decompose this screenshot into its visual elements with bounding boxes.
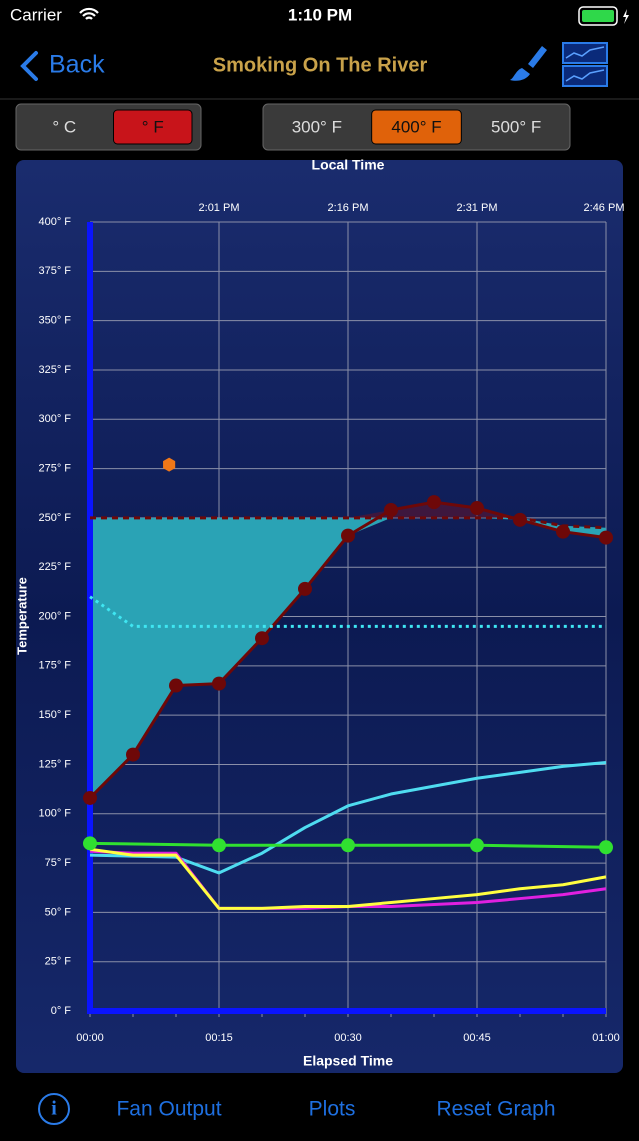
x-axis-title: Elapsed Time bbox=[303, 1053, 393, 1069]
point-marker bbox=[599, 530, 613, 545]
y-tick-label: 225° F bbox=[38, 561, 71, 573]
segment-label[interactable]: 500° F bbox=[491, 117, 541, 136]
clock: 1:10 PM bbox=[288, 5, 352, 24]
x-tick-label: 00:30 bbox=[334, 1032, 362, 1044]
brush-icon[interactable] bbox=[510, 46, 547, 81]
point-marker bbox=[341, 838, 355, 853]
point-marker bbox=[384, 502, 398, 517]
point-marker bbox=[427, 495, 441, 510]
toolbar-button[interactable]: Fan Output bbox=[116, 1098, 221, 1121]
wifi-icon bbox=[79, 7, 99, 20]
y-tick-label: 175° F bbox=[38, 660, 71, 672]
point-marker bbox=[470, 838, 484, 853]
point-marker bbox=[83, 836, 97, 851]
x-tick-label: 00:15 bbox=[205, 1032, 233, 1044]
segment-label[interactable]: ° F bbox=[142, 117, 164, 136]
selected-segment[interactable] bbox=[371, 109, 462, 145]
y-tick-label: 275° F bbox=[38, 462, 71, 474]
top-axis-title: Local Time bbox=[312, 157, 385, 173]
charging-icon bbox=[623, 9, 629, 24]
y-tick-label: 75° F bbox=[45, 857, 72, 869]
info-circle[interactable] bbox=[38, 1093, 70, 1125]
y-tick-label: 250° F bbox=[38, 512, 71, 524]
top-tick-label: 2:16 PM bbox=[328, 202, 369, 214]
series-line bbox=[89, 847, 607, 910]
setpoint-band bbox=[90, 517, 606, 798]
top-tick-label: 2:46 PM bbox=[584, 202, 625, 214]
series-line bbox=[89, 595, 606, 628]
back-button[interactable]: Back bbox=[49, 51, 105, 79]
point-marker bbox=[599, 840, 613, 855]
top-tick-label: 2:01 PM bbox=[199, 202, 240, 214]
y-tick-label: 325° F bbox=[38, 364, 71, 376]
y-tick-label: 200° F bbox=[38, 610, 71, 622]
point-marker bbox=[212, 838, 226, 853]
y-tick-label: 375° F bbox=[38, 265, 71, 277]
toolbar-button[interactable]: Reset Graph bbox=[436, 1098, 555, 1121]
y-tick-label: 150° F bbox=[38, 709, 71, 721]
toolbar-button[interactable]: Plots bbox=[309, 1098, 356, 1121]
y-tick-label: 400° F bbox=[38, 216, 71, 228]
y-tick-label: 100° F bbox=[38, 808, 71, 820]
back-chevron[interactable] bbox=[20, 51, 38, 81]
series-line bbox=[90, 516, 607, 530]
y-tick-label: 350° F bbox=[38, 315, 71, 327]
carrier: Carrier bbox=[10, 5, 62, 24]
point-marker bbox=[255, 631, 269, 646]
x-tick-label: 01:00 bbox=[592, 1032, 620, 1044]
segment-label[interactable]: 400° F bbox=[391, 117, 441, 136]
graph-icon[interactable] bbox=[562, 42, 608, 87]
point-marker bbox=[126, 747, 140, 762]
point-marker bbox=[298, 581, 312, 596]
top-tick-label: 2:31 PM bbox=[457, 202, 498, 214]
y-tick-label: 300° F bbox=[38, 413, 71, 425]
nav-title: Smoking On The River bbox=[213, 54, 428, 76]
selected-segment[interactable] bbox=[113, 109, 193, 145]
x-tick-label: 00:45 bbox=[463, 1032, 491, 1044]
battery-icon bbox=[578, 6, 618, 26]
point-marker bbox=[163, 457, 176, 472]
segment-label[interactable]: 300° F bbox=[292, 117, 342, 136]
x-tick-label: 00:00 bbox=[76, 1032, 104, 1044]
point-marker bbox=[212, 676, 226, 691]
point-marker bbox=[83, 790, 97, 805]
point-marker bbox=[513, 512, 527, 527]
segment-label[interactable]: ° C bbox=[52, 117, 76, 136]
y-tick-label: 0° F bbox=[51, 1005, 72, 1017]
point-marker bbox=[470, 501, 484, 516]
info-button[interactable]: i bbox=[51, 1098, 57, 1120]
point-marker bbox=[341, 528, 355, 543]
battery-level bbox=[582, 10, 614, 22]
y-axis-title: Temperature bbox=[14, 577, 29, 655]
y-tick-label: 25° F bbox=[45, 956, 72, 968]
point-marker bbox=[169, 678, 183, 693]
y-tick-label: 50° F bbox=[45, 906, 72, 918]
point-marker bbox=[556, 524, 570, 539]
y-tick-label: 125° F bbox=[38, 758, 71, 770]
